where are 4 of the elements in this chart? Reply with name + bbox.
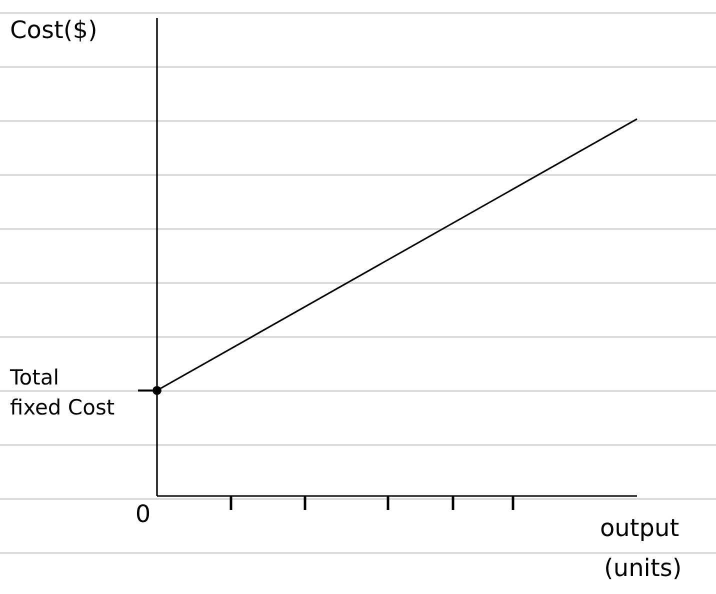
text: 0 [135, 500, 151, 528]
x-axis-title: output (units) [600, 514, 682, 582]
annotation: Total fixed Cost [9, 365, 115, 420]
y-axis-title: Cost($) [10, 16, 98, 44]
